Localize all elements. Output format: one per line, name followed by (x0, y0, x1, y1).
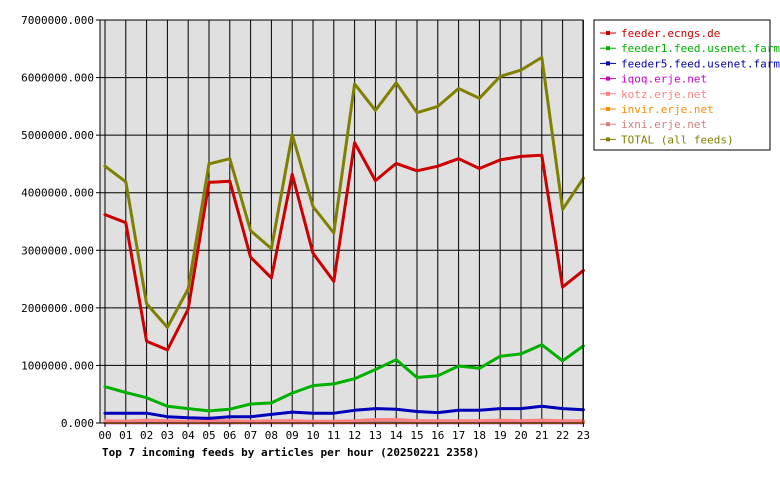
y-tick-label: 5000000.000 (21, 129, 94, 142)
x-tick-label: 18 (473, 429, 486, 442)
x-tick-label: 04 (182, 429, 196, 442)
legend-swatch-marker (606, 107, 610, 111)
x-axis-ticks: 00 01 02 03 04 05 06 07 08 09 10 11 12 13 14 15 16 17 18 19… (98, 423, 590, 442)
x-tick-label: 15 (410, 429, 423, 442)
x-tick-label: 00 (98, 429, 111, 442)
x-tick-label: 22 (556, 429, 569, 442)
x-tick-label: 16 (431, 429, 444, 442)
legend-label: ixni.erje.net (621, 118, 707, 131)
series-line-7 (103, 55, 585, 329)
x-tick-label: 14 (390, 429, 404, 442)
legend-label: TOTAL (all feeds) (621, 133, 734, 146)
series-line-0 (103, 141, 585, 352)
legend-label: iqoq.erje.net (621, 73, 707, 86)
x-tick-label: 08 (265, 429, 278, 442)
y-axis-ticks: 0.000 1000000.000 2000000.000 3000000.000 40… (21, 14, 100, 430)
y-tick-label: 0.000 (61, 417, 94, 430)
legend-label: feeder.ecngs.de (621, 27, 720, 40)
legend-label: invir.erje.net (621, 103, 714, 116)
series-line-1 (103, 343, 585, 413)
x-tick-label: 20 (514, 429, 527, 442)
x-tick-label: 06 (223, 429, 236, 442)
x-tick-label: 19 (494, 429, 507, 442)
legend: feeder.ecngs.de feeder1.feed.usenet.farm f… (593, 19, 780, 151)
x-tick-label: 02 (140, 429, 153, 442)
series-line-4 (103, 418, 585, 423)
legend-label: feeder5.feed.usenet.farm (621, 57, 780, 70)
x-tick-label: 23 (577, 429, 590, 442)
legend-swatch-marker (606, 46, 610, 51)
legend-label: kotz.erje.net (621, 88, 707, 101)
x-tick-label: 12 (348, 429, 361, 442)
x-tick-label: 17 (452, 429, 465, 442)
legend-swatch-marker (606, 122, 610, 127)
x-tick-label: 01 (119, 429, 132, 442)
y-tick-label: 4000000.000 (21, 187, 94, 200)
y-tick-label: 6000000.000 (21, 72, 94, 85)
y-tick-label: 3000000.000 (21, 244, 94, 257)
legend-swatch-marker (606, 61, 610, 66)
x-tick-label: 05 (202, 429, 215, 442)
legend-swatch-marker (606, 31, 610, 35)
legend-label: feeder1.feed.usenet.farm (621, 42, 780, 55)
series-line-2 (103, 404, 585, 420)
legend-swatch-marker (606, 91, 610, 96)
x-tick-label: 13 (369, 429, 382, 442)
y-tick-label: 7000000.000 (21, 14, 94, 27)
chart-title: Top 7 incoming feeds by articles per hou… (102, 446, 480, 459)
x-tick-label: 11 (327, 429, 340, 442)
x-tick-label: 03 (161, 429, 174, 442)
legend-box (593, 19, 771, 151)
y-tick-label: 2000000.000 (21, 302, 94, 315)
legend-swatch-marker (606, 137, 610, 142)
legend-swatch-marker (606, 76, 610, 81)
x-tick-label: 09 (286, 429, 299, 442)
y-tick-label: 1000000.000 (21, 359, 94, 372)
x-tick-label: 21 (535, 429, 548, 442)
x-tick-label: 10 (306, 429, 319, 442)
plot-border (99, 19, 584, 424)
x-tick-label: 07 (244, 429, 257, 442)
